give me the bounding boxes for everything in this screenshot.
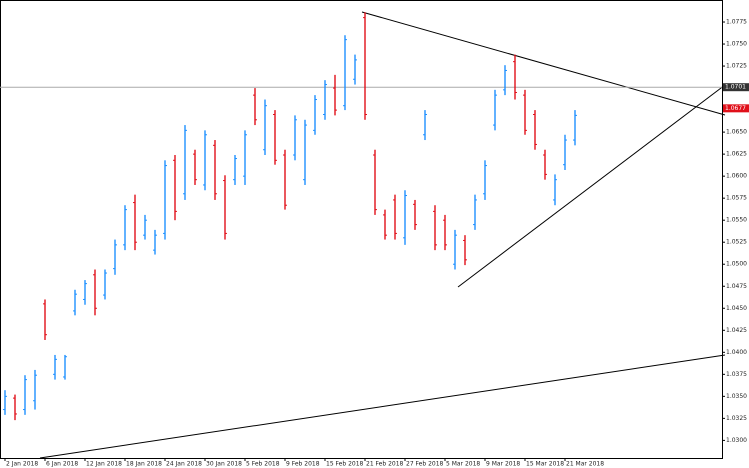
- y-tick-label: 1.0650: [726, 129, 747, 136]
- price-label: 1.0701: [725, 84, 746, 91]
- x-tick-label: 27 Feb 2018: [406, 461, 444, 468]
- y-tick-label: 1.0450: [726, 305, 747, 312]
- y-tick-label: 1.0625: [726, 151, 747, 158]
- y-tick-label: 1.0325: [726, 415, 747, 422]
- y-tick-label: 1.0300: [726, 437, 747, 444]
- y-tick-label: 1.0550: [726, 217, 747, 224]
- x-tick-label: 21 Feb 2018: [366, 461, 404, 468]
- x-tick-label: 15 Feb 2018: [326, 461, 364, 468]
- x-tick-label: 9 Feb 2018: [286, 461, 320, 468]
- x-tick-label: 6 Jan 2018: [46, 461, 78, 468]
- y-tick-label: 1.0350: [726, 393, 747, 400]
- y-tick-label: 1.0500: [726, 261, 747, 268]
- plot-frame: [0, 0, 723, 459]
- x-tick-label: 12 Jan 2018: [86, 461, 122, 468]
- trendline: [361, 11, 726, 116]
- y-tick-label: 1.0775: [726, 19, 747, 26]
- x-tick-label: 18 Jan 2018: [126, 461, 162, 468]
- price-label: 1.0677: [725, 105, 746, 112]
- y-tick-label: 1.0725: [726, 63, 747, 70]
- y-tick-label: 1.0375: [726, 371, 747, 378]
- price-box: [723, 83, 749, 92]
- x-tick-label: 24 Jan 2018: [166, 461, 202, 468]
- y-tick-label: 1.0750: [726, 41, 747, 48]
- y-tick-label: 1.0475: [726, 283, 747, 290]
- x-tick-label: 5 Feb 2018: [246, 461, 280, 468]
- trendline: [39, 354, 726, 459]
- x-tick-label: 15 Mar 2018: [526, 461, 564, 468]
- x-tick-label: 2 Jan 2018: [6, 461, 38, 468]
- trendline: [457, 84, 726, 288]
- x-tick-label: 5 Mar 2018: [446, 461, 480, 468]
- x-tick-label: 21 Mar 2018: [566, 461, 604, 468]
- x-tick-label: 9 Mar 2018: [486, 461, 520, 468]
- x-tick-label: 30 Jan 2018: [206, 461, 242, 468]
- price-box: [723, 104, 749, 113]
- y-tick-label: 1.0575: [726, 195, 747, 202]
- y-tick-label: 1.0525: [726, 239, 747, 246]
- y-tick-label: 1.0425: [726, 327, 747, 334]
- y-tick-label: 1.0400: [726, 349, 747, 356]
- y-tick-label: 1.0600: [726, 173, 747, 180]
